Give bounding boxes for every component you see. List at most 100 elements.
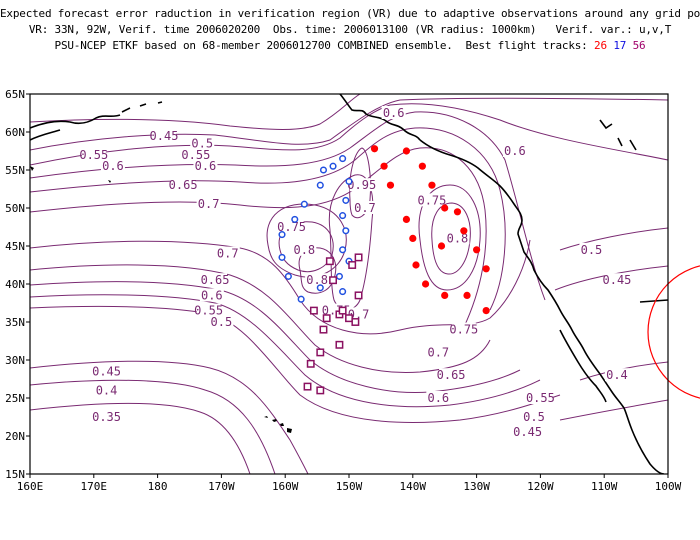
contour-label: 0.4 [96,383,118,397]
track-a-point [412,261,420,269]
hawaii-islands [264,416,292,433]
track-a-point [473,246,481,254]
contour-label: 0.55 [526,391,555,405]
track-c-point [309,306,318,315]
contour-label: 0.55 [194,304,223,318]
x-tick-label: 140W [400,480,427,493]
y-tick-label: 65N [5,88,25,101]
x-tick-label: 170E [81,480,108,493]
contour-label: 0.45 [603,273,632,287]
canada-islands [599,119,637,151]
contour-line [30,239,531,335]
contour-label: 0.55 [79,148,108,162]
track-a-point [463,291,471,299]
contour-label: 0.65 [437,368,466,382]
track-c-point [303,382,312,391]
y-tick-label: 15N [5,468,25,481]
aleutian-chain [121,101,163,113]
contour-label-bg [305,273,330,287]
gulf-coast [639,299,668,303]
contour-label-bg [215,246,240,260]
track-a-point [482,265,490,273]
track-a-point [460,227,468,235]
track-b-point [278,231,286,239]
contour-line [30,103,668,166]
contour-label: 0.8 [447,231,469,245]
track-b-point [345,177,353,185]
track-c-point [306,359,315,368]
contour-label-bg [445,231,470,245]
contour-label-bg [209,315,234,328]
alaska-coast [30,94,421,141]
contour-label: 0.6 [195,159,217,173]
contour-label: 0.95 [347,178,376,192]
contour-label: 0.5 [191,136,213,150]
islands [30,166,292,433]
contour-label-bg [451,322,476,336]
japan-islands [30,166,111,183]
contour-label-bg [419,193,444,207]
y-tick-label: 25N [5,392,25,405]
track-b-point [339,246,347,254]
y-tick-label: 45N [5,240,25,253]
track-a-point [402,215,411,223]
contour-line [349,147,371,219]
contour-label: 0.8 [306,273,328,287]
track-a-point [386,181,395,189]
contour-label-bg [426,345,451,359]
contour-line [30,305,561,423]
x-tick-label: 120W [527,480,554,493]
track-b-point [316,284,324,292]
contour-label-bg [515,425,540,439]
contour-label-bg [381,106,406,119]
contour-label-bg [94,410,119,423]
contour-label-bg [528,391,553,404]
track-c-point [354,253,363,262]
contour-line [30,379,276,474]
contour-label-bg [151,128,176,142]
track-a-point [437,242,446,250]
x-tick-label: 110W [591,480,618,493]
contour-label: 0.45 [150,129,179,143]
title-line-3: PSU-NCEP ETKF based on 68-member 2006012… [0,38,700,54]
contour-label: 0.8 [293,243,315,257]
contour-label: 0.55 [181,148,210,162]
baja-peninsula [559,329,607,403]
contour-label-bg [190,136,215,150]
contour-line [559,227,668,251]
x-tick-label: 160W [272,480,299,493]
title-line-3-text: PSU-NCEP ETKF based on 68-member 2006012… [54,39,588,52]
x-tick-label: 130W [463,480,490,493]
x-axis: 160E 170E 180 170W 160W 150W 140W 130W 120W 110W 1… [17,474,682,493]
title-line-2: VR: 33N, 92W, Verif. time 2006020200 Obs… [28,23,672,36]
contour-line [30,403,251,474]
contour-label-bg [203,273,228,287]
track-a-point [402,147,411,155]
x-tick-label: 180 [148,480,168,493]
contour-label: 0.75 [449,323,478,337]
track-c-point [329,276,338,285]
contour-label-bg [94,364,119,378]
y-tick-label: 55N [5,164,25,177]
track-c-point [319,325,328,334]
contour-line [30,360,309,474]
track-a-point [421,280,430,288]
contour-label-bg [352,201,377,214]
contour-line [30,281,521,393]
contour-label: 0.65 [169,178,198,192]
contour-line [30,111,546,301]
contour-label: 0.7 [354,201,376,215]
track-a-point [482,307,490,315]
track-a-point [453,208,462,216]
track-c-point [345,314,353,323]
x-tick-label: 100W [655,480,682,493]
track-c-point [354,291,363,300]
track-b-point [339,155,347,163]
track-b-point [342,196,350,204]
track-b-point [284,272,292,280]
y-tick-label: 40N [5,278,25,291]
contour-label: 0.6 [102,159,124,173]
contour-label: 0.6 [201,288,223,302]
contour-label: 0.45 [92,364,121,378]
